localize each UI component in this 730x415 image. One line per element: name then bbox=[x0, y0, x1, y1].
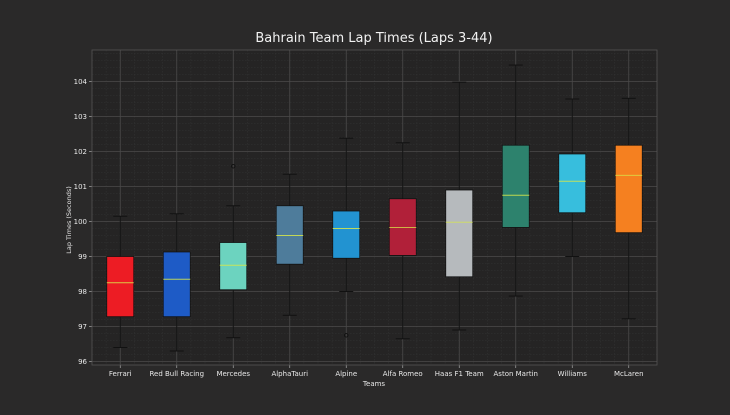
plot-border bbox=[91, 49, 658, 366]
y-tick-label: 102 bbox=[74, 148, 87, 156]
box-haas-f1-team bbox=[445, 81, 474, 331]
x-axis-label: Teams bbox=[362, 380, 386, 388]
x-tick-label: Williams bbox=[558, 370, 588, 378]
box-iqr bbox=[275, 205, 304, 265]
box-mclaren bbox=[614, 97, 643, 320]
y-tick-label: 100 bbox=[74, 218, 87, 226]
axes: 96 97 98 99 100 101 102 103 104 Ferrari Red Bull R… bbox=[74, 49, 658, 378]
box-iqr bbox=[162, 251, 191, 318]
box-iqr bbox=[445, 189, 474, 278]
box-alphatauri bbox=[275, 173, 304, 316]
x-tick-label: Red Bull Racing bbox=[149, 370, 204, 378]
y-tick-label: 96 bbox=[78, 358, 87, 366]
box-iqr bbox=[614, 144, 643, 234]
y-tick-label: 99 bbox=[78, 253, 87, 261]
x-tick-label: McLaren bbox=[614, 370, 644, 378]
y-tick-label: 104 bbox=[74, 78, 88, 86]
x-tick-label: Mercedes bbox=[216, 370, 250, 378]
x-tick-label: Alpine bbox=[335, 370, 357, 378]
x-tick-label: Haas F1 Team bbox=[435, 370, 484, 378]
box-alfa-romeo bbox=[388, 142, 417, 340]
box-ferrari bbox=[106, 215, 135, 348]
y-tick-label: 101 bbox=[74, 183, 87, 191]
box-series bbox=[106, 64, 643, 352]
box-iqr bbox=[558, 153, 587, 214]
box-aston-martin bbox=[501, 64, 530, 297]
box-iqr bbox=[332, 210, 361, 259]
y-tick-label: 97 bbox=[78, 323, 87, 331]
x-tick-label: Ferrari bbox=[109, 370, 132, 378]
box-williams bbox=[558, 98, 587, 257]
y-axis-label: Lap Times (Seconds) bbox=[65, 186, 73, 254]
y-tick-label: 103 bbox=[74, 113, 87, 121]
outlier-point bbox=[230, 163, 236, 169]
x-tick-label: Alfa Romeo bbox=[383, 370, 423, 378]
box-iqr bbox=[106, 256, 135, 318]
y-tick-label: 98 bbox=[78, 288, 87, 296]
box-iqr bbox=[219, 242, 248, 291]
box-iqr bbox=[501, 144, 530, 228]
x-tick-label: Aston Martin bbox=[494, 370, 538, 378]
box-alpine bbox=[332, 137, 361, 338]
box-red-bull-racing bbox=[162, 213, 191, 352]
chart-title: Bahrain Team Lap Times (Laps 3-44) bbox=[255, 31, 492, 46]
box-mercedes bbox=[219, 163, 248, 339]
outlier-point bbox=[344, 333, 349, 338]
x-tick-label: AlphaTauri bbox=[271, 370, 308, 378]
